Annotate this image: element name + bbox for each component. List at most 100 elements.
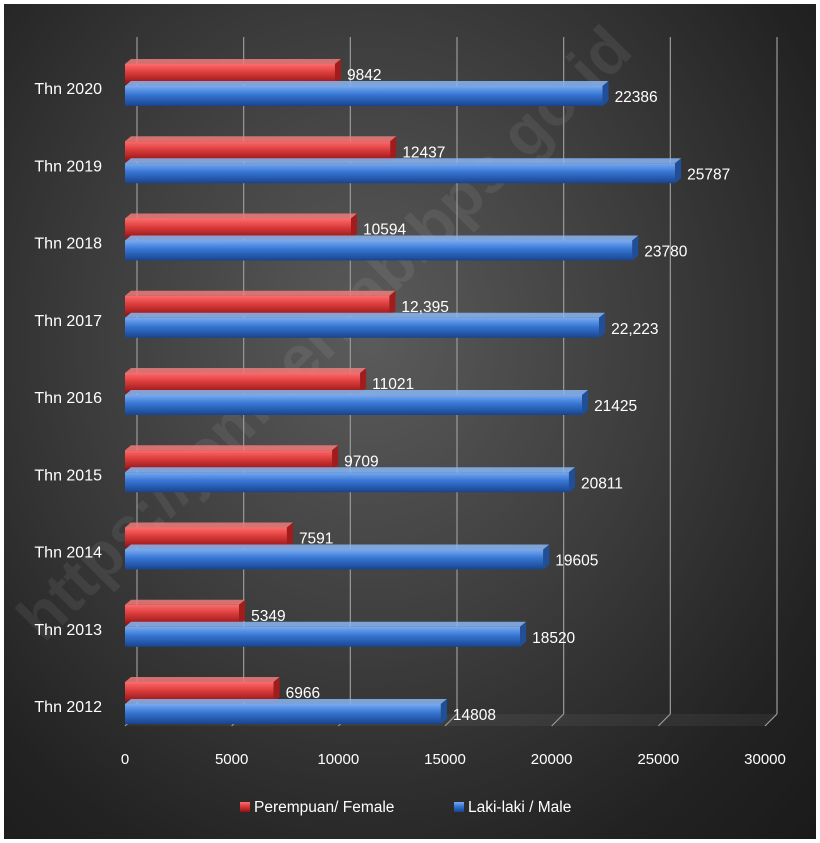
- bar-female-cap: [351, 213, 358, 239]
- bar-male: [125, 699, 447, 724]
- bar-female: [125, 368, 367, 393]
- bar-male: [125, 467, 575, 493]
- bar-male-top: [125, 621, 527, 627]
- bar-female: [125, 677, 280, 702]
- bar-male-front: [125, 317, 600, 338]
- bar-male: [125, 390, 589, 415]
- bar-female-top: [125, 213, 358, 219]
- bar-female-top: [125, 445, 339, 451]
- x-tick-label: 0: [121, 751, 129, 768]
- bar-female-top: [125, 677, 280, 682]
- bar-female: [125, 59, 341, 84]
- bar-female: [125, 290, 396, 316]
- data-label: 9709: [344, 453, 378, 470]
- bar-female-cap: [286, 522, 293, 548]
- bar-male: [125, 81, 609, 106]
- bar-male: [125, 158, 682, 184]
- x-tick-label: 15000: [424, 751, 466, 768]
- bar-male-top: [125, 467, 575, 473]
- x-tick-label: 5000: [215, 751, 248, 768]
- data-label: 22386: [615, 89, 658, 106]
- bar-male-cap: [568, 467, 575, 493]
- bar-male-cap: [675, 158, 682, 184]
- legend-swatch: [240, 802, 250, 812]
- bar-female-top: [125, 522, 293, 528]
- bar-male-front: [125, 626, 521, 647]
- data-label: 12,395: [401, 299, 448, 316]
- bar-female: [125, 136, 397, 162]
- category-label: Thn 2018: [34, 236, 102, 253]
- bar-female-front: [125, 604, 240, 625]
- bar-male-front: [125, 395, 583, 415]
- x-tick-label: 30000: [744, 751, 786, 768]
- chart-frame: https://jemberkab.bps.go.id 050001000015…: [4, 4, 816, 839]
- bar-female-cap: [273, 677, 280, 702]
- bar-female: [125, 522, 293, 548]
- data-label: 21425: [594, 398, 637, 415]
- bar-male-top: [125, 544, 550, 550]
- bar-female: [125, 599, 246, 625]
- bar-male-front: [125, 86, 603, 106]
- x-tick-label: 20000: [531, 751, 573, 768]
- bar-male-front: [125, 704, 441, 724]
- bar-female-front: [125, 373, 361, 393]
- bar-male: [125, 235, 639, 261]
- bar-male-cap: [632, 235, 639, 261]
- bar-female-top: [125, 290, 396, 296]
- gridline-diag: [551, 713, 565, 727]
- category-label: Thn 2017: [34, 313, 102, 330]
- category-label: Thn 2014: [34, 545, 102, 562]
- category-label: Thn 2013: [34, 622, 102, 639]
- bar-female: [125, 213, 358, 239]
- bar-female-top: [125, 368, 367, 373]
- category-label: Thn 2020: [34, 81, 102, 98]
- data-label: 20811: [581, 475, 623, 492]
- gridline-diag: [764, 713, 778, 727]
- bar-male-top: [125, 312, 606, 318]
- data-label: 7591: [299, 531, 333, 548]
- category-label: Thn 2012: [34, 699, 102, 716]
- bar-male-top: [125, 158, 682, 164]
- bar-female-front: [125, 450, 333, 471]
- bar-female-front: [125, 218, 352, 239]
- bar-female-top: [125, 599, 246, 605]
- x-tick-label: 25000: [637, 751, 679, 768]
- legend-swatch: [454, 802, 464, 812]
- data-label: 5349: [251, 608, 285, 625]
- bar-female-front: [125, 64, 335, 84]
- data-label: 9842: [347, 67, 381, 84]
- data-label: 6966: [286, 685, 320, 702]
- bar-male: [125, 544, 550, 570]
- bar-male-cap: [599, 312, 606, 338]
- bar-chart: https://jemberkab.bps.go.id 050001000015…: [4, 12, 786, 816]
- data-label: 19605: [555, 553, 598, 570]
- bar-female-cap: [334, 59, 341, 84]
- data-label: 23780: [644, 244, 687, 261]
- bar-female-front: [125, 141, 391, 162]
- data-label: 12437: [402, 144, 445, 161]
- bar-male-front: [125, 240, 633, 261]
- data-label: 10594: [363, 222, 406, 239]
- bar-male-front: [125, 549, 544, 570]
- bar-female-front: [125, 527, 287, 548]
- bar-male: [125, 621, 527, 647]
- bar-male-top: [125, 235, 639, 241]
- legend: Perempuan/ Female Laki-laki / Male: [240, 799, 571, 816]
- bar-male-cap: [520, 621, 527, 647]
- bar-male-top: [125, 390, 589, 395]
- bar-female-top: [125, 59, 341, 64]
- data-label: 22,223: [611, 321, 658, 338]
- category-label: Thn 2015: [34, 467, 102, 484]
- bar-male-cap: [602, 81, 609, 106]
- legend-label: Perempuan/ Female: [254, 799, 394, 816]
- gridline-diag: [657, 713, 671, 727]
- category-label: Thn 2016: [34, 390, 102, 407]
- bar-male-front: [125, 472, 569, 493]
- bar-female-top: [125, 136, 397, 142]
- data-label: 25787: [687, 166, 730, 183]
- bar-female-cap: [360, 368, 367, 393]
- bar-female-cap: [332, 445, 339, 471]
- x-tick-label: 10000: [317, 751, 359, 768]
- bar-male-cap: [440, 699, 447, 724]
- bar-male-top: [125, 81, 609, 86]
